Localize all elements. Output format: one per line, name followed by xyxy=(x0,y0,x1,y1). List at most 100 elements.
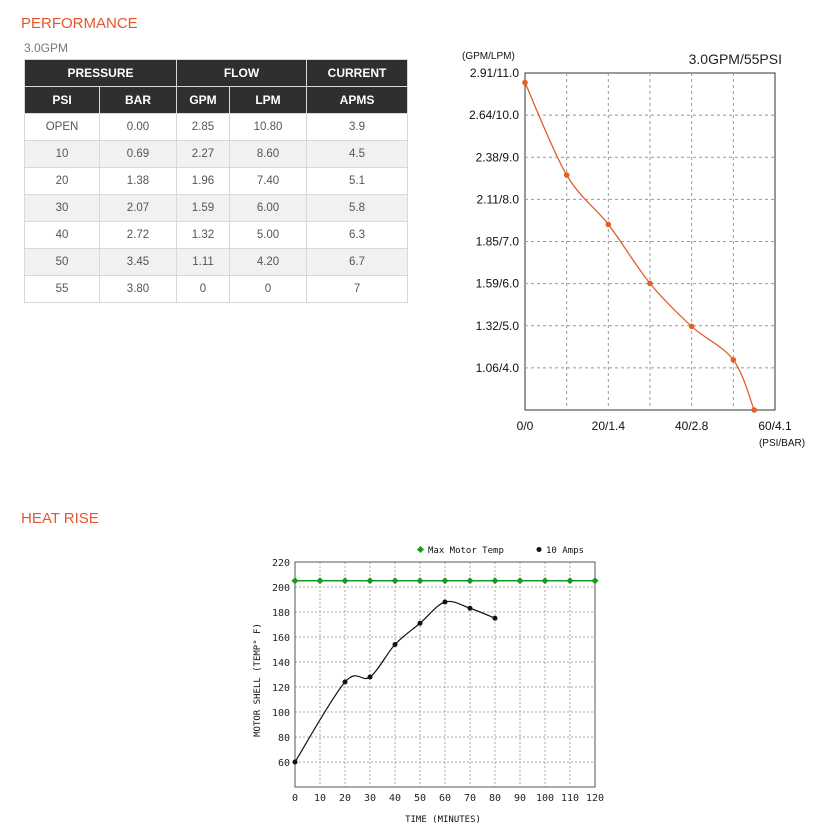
data-point-max-motor-temp xyxy=(291,577,299,585)
data-point-max-motor-temp xyxy=(341,577,349,585)
col-header-apms: APMS xyxy=(306,86,409,114)
data-point-10-amps xyxy=(492,615,498,621)
col-header-psi: PSI xyxy=(24,86,100,114)
table-cell: 10 xyxy=(24,140,100,168)
y-tick-label: 1.06/4.0 xyxy=(476,361,520,375)
table-cell: 10.80 xyxy=(228,113,308,141)
y-tick-label: 180 xyxy=(272,608,290,619)
x-tick-label: 40/2.8 xyxy=(675,419,709,433)
data-point xyxy=(688,323,695,330)
table-cell: 1.59 xyxy=(176,194,230,222)
col-header-gpm: GPM xyxy=(176,86,230,114)
table-cell: 2.27 xyxy=(176,140,230,168)
data-point-max-motor-temp xyxy=(591,577,599,585)
performance-title: PERFORMANCE xyxy=(21,15,138,32)
y-tick-label: 120 xyxy=(272,683,290,694)
table-cell: 6.7 xyxy=(306,248,409,276)
table-cell: OPEN xyxy=(24,113,100,141)
data-point-10-amps xyxy=(392,642,398,647)
data-point xyxy=(605,221,612,228)
y-tick-label: 160 xyxy=(272,633,290,644)
x-tick-label: 100 xyxy=(536,793,554,804)
data-point xyxy=(522,79,528,86)
x-tick-label: 120 xyxy=(586,793,604,804)
table-cell: 0.00 xyxy=(99,113,177,141)
group-header-current: CURRENT xyxy=(306,59,409,87)
x-axis-label: (PSI/BAR) xyxy=(759,438,805,449)
table-cell: 3.9 xyxy=(306,113,409,141)
y-tick-label: 140 xyxy=(272,658,290,669)
x-tick-label: 50 xyxy=(414,793,426,804)
data-point-max-motor-temp xyxy=(516,577,524,585)
table-cell: 5.1 xyxy=(306,167,409,195)
table-cell: 6.3 xyxy=(306,221,409,249)
data-point-10-amps xyxy=(442,599,448,605)
table-cell: 0.69 xyxy=(99,140,177,168)
y-tick-label: 2.91/11.0 xyxy=(470,66,519,80)
y-tick-label: 60 xyxy=(278,758,290,769)
table-cell: 3.45 xyxy=(99,248,177,276)
data-point xyxy=(751,407,757,413)
data-point-10-amps xyxy=(367,674,373,680)
x-axis-label: TIME (MINUTES) xyxy=(405,815,481,825)
table-cell: 30 xyxy=(24,194,100,222)
series-line-10-amps xyxy=(294,600,496,763)
y-axis-label: MOTOR SHELL (TEMP° F) xyxy=(253,623,263,737)
x-tick-label: 0 xyxy=(292,793,298,804)
data-point-max-motor-temp xyxy=(541,577,549,585)
table-cell: 20 xyxy=(24,167,100,195)
x-tick-label: 80 xyxy=(489,793,501,804)
x-tick-label: 40 xyxy=(389,793,401,804)
table-row: 50 3.45 1.11 4.20 6.7 xyxy=(24,248,409,276)
y-tick-label: 2.38/9.0 xyxy=(476,150,520,164)
x-tick-label: 90 xyxy=(514,793,526,804)
data-point-max-motor-temp xyxy=(466,577,474,585)
x-tick-label: 30 xyxy=(364,793,376,804)
y-tick-label: 2.64/10.0 xyxy=(469,108,519,122)
table-cell: 55 xyxy=(24,275,100,303)
x-tick-label: 20 xyxy=(339,793,351,804)
heat-rise-chart: TIME (MINUTES) MOTOR SHELL (TEMP° F) 0 10… xyxy=(253,545,604,825)
table-cell: 1.38 xyxy=(99,167,177,195)
y-tick-label: 2.11/8.0 xyxy=(477,192,520,206)
table-cell: 40 xyxy=(24,221,100,249)
data-point xyxy=(647,280,653,287)
legend: Max Motor Temp 10 Amps xyxy=(416,545,584,556)
table-row: 40 2.72 1.32 5.00 6.3 xyxy=(24,221,409,249)
heat-rise-title: HEAT RISE xyxy=(21,510,99,527)
legend-label-max-motor-temp: Max Motor Temp xyxy=(428,546,504,556)
performance-table: PRESSURE FLOW CURRENT PSI BAR GPM LPM AP… xyxy=(24,59,409,303)
x-tick-label: 60/4.1 xyxy=(758,419,792,433)
col-header-bar: BAR xyxy=(99,86,177,114)
data-point-max-motor-temp xyxy=(441,577,449,585)
data-point-max-motor-temp xyxy=(566,577,574,585)
y-tick-label: 1.85/7.0 xyxy=(476,235,520,249)
y-tick-label: 200 xyxy=(272,583,290,594)
y-tick-label: 1.59/6.0 xyxy=(476,277,520,291)
y-tick-label: 100 xyxy=(272,708,290,719)
table-cell: 6.00 xyxy=(228,194,308,222)
series-line xyxy=(524,82,755,411)
table-cell: 4.20 xyxy=(228,248,308,276)
x-tick-label: 60 xyxy=(439,793,451,804)
x-tick-label: 0/0 xyxy=(517,419,534,433)
group-header-pressure: PRESSURE xyxy=(24,59,177,87)
table-group-header-row: PRESSURE FLOW CURRENT xyxy=(24,59,409,87)
table-header-row: PSI BAR GPM LPM APMS xyxy=(24,86,409,114)
table-cell: 2.85 xyxy=(176,113,230,141)
table-row: 30 2.07 1.59 6.00 5.8 xyxy=(24,194,409,222)
table-row: 55 3.80 0 0 7 xyxy=(24,275,409,303)
table-cell: 0 xyxy=(176,275,230,303)
data-point xyxy=(563,172,570,178)
table-cell: 3.80 xyxy=(99,275,177,303)
table-cell: 1.11 xyxy=(176,248,230,276)
data-point-max-motor-temp xyxy=(366,577,374,585)
data-point-max-motor-temp xyxy=(491,577,499,585)
y-axis-label: (GPM/LPM) xyxy=(462,51,515,62)
legend-marker-10-amps xyxy=(536,547,542,552)
x-tick-label: 10 xyxy=(314,793,326,804)
data-point-max-motor-temp xyxy=(391,577,399,585)
performance-chart: 3.0GPM/55PSI (GPM/LPM) (PSI/BAR) 2.91/11… xyxy=(462,51,805,449)
data-point-10-amps xyxy=(467,605,473,611)
legend-label-10-amps: 10 Amps xyxy=(546,546,584,556)
